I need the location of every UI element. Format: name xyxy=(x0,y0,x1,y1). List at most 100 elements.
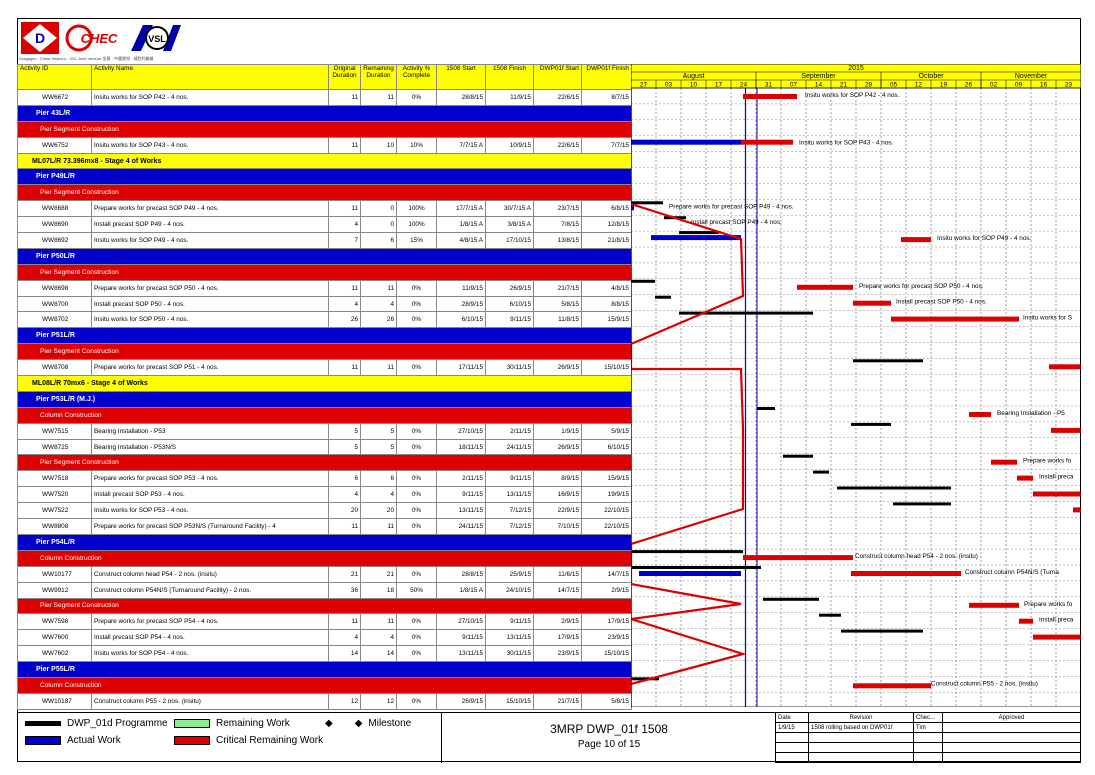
baseline-bar xyxy=(631,566,761,569)
finish-cell: 9/11/15 xyxy=(485,613,534,631)
bar-label: Prepare works for precast SOP P49 - 4 no… xyxy=(669,203,794,210)
table-row[interactable]: WW7522 Insitu works for SOP P53 - 4 nos. 2… xyxy=(17,502,632,520)
pier-band[interactable]: Pier P50L/R xyxy=(17,247,632,265)
section-band[interactable]: Pier Segment Construction xyxy=(17,597,632,615)
activity-name-cell: Prepare works for precast SOP P53 - 4 no… xyxy=(91,470,329,488)
table-row[interactable]: WW9912 Construct column P54N/S (Turnaroun… xyxy=(17,581,632,599)
remaining-duration-cell: 4 xyxy=(360,629,397,647)
section-band[interactable]: Column Construction xyxy=(17,676,632,694)
col-original-duration[interactable]: Original Duration xyxy=(328,64,361,90)
table-row[interactable]: WW8702 Insitu works for SOP P50 - 4 nos. 2… xyxy=(17,311,632,329)
remaining-duration-cell: 12 xyxy=(360,692,397,710)
percent-complete-cell: 0% xyxy=(396,518,437,535)
stage-band[interactable]: ML07L/R 73.396mx8 - Stage 4 of Works xyxy=(17,152,632,170)
actual-bar xyxy=(631,205,634,211)
pier-band[interactable]: Pier P49L/R xyxy=(17,168,632,186)
start-cell: 1/8/15 A xyxy=(436,216,486,234)
col-remaining-duration[interactable]: Remaining Duration xyxy=(360,64,397,90)
col-dwp01f-start[interactable]: DWP01f Start xyxy=(533,64,582,90)
band-label: ML07L/R 73.396mx8 - Stage 4 of Works xyxy=(17,152,632,170)
section-band[interactable]: Pier Segment Construction xyxy=(17,184,632,202)
table-row[interactable]: WW8700 Install precast SOP P50 - 4 nos. 4 4… xyxy=(17,295,632,313)
col-dwp01f-finish[interactable]: DWP01f Finish xyxy=(581,64,632,90)
activity-name-cell: Prepare works for precast SOP P50 - 4 no… xyxy=(91,279,329,297)
percent-complete-cell: 0% xyxy=(396,359,437,377)
activity-id-cell: WW8692 xyxy=(17,232,92,249)
table-row[interactable]: WW10177 Construct column head P54 - 2 nos… xyxy=(17,565,632,583)
pier-band[interactable]: Pier P51L/R xyxy=(17,327,632,345)
activity-name-cell: Construct column head P54 - 2 nos. (insi… xyxy=(91,565,329,583)
activity-name-cell: Install precast SOP P50 - 4 nos. xyxy=(91,295,329,313)
table-row[interactable]: WW8808 Prepare works for precast SOP P53N… xyxy=(17,518,632,535)
table-row[interactable]: WW7515 Bearing Installation - P53 5 5 0% 27/1… xyxy=(17,422,632,440)
activity-id-cell: WW10177 xyxy=(17,565,92,583)
bar-label: Prepare works for precast SOP P50 - 4 no… xyxy=(859,283,984,290)
dwp-finish-cell: 6/10/15 xyxy=(581,438,632,456)
col-activity-name[interactable]: Activity Name xyxy=(91,64,329,90)
percent-complete-cell: 50% xyxy=(396,581,437,599)
col-activity-id[interactable]: Activity ID xyxy=(17,64,92,90)
critical-bar xyxy=(851,571,961,576)
critical-bar xyxy=(969,602,1019,608)
section-band[interactable]: Column Construction xyxy=(17,549,632,567)
week-label: 21 xyxy=(840,82,848,89)
band-label: Pier P51L/R xyxy=(17,327,632,345)
percent-complete-cell: 0% xyxy=(396,692,437,710)
table-row[interactable]: WW10187 Construct column P55 - 2 nos. (in… xyxy=(17,692,632,710)
finish-cell: 9/11/15 xyxy=(485,470,534,488)
col-percent-complete[interactable]: Activity % Complete xyxy=(396,64,437,90)
rev-header-checked: Chec... xyxy=(913,712,943,723)
table-row[interactable]: WW7600 Install precast SOP P54 - 4 nos. 4 4… xyxy=(17,629,632,647)
start-cell: 9/11/15 xyxy=(436,629,486,647)
section-band[interactable]: Pier Segment Construction xyxy=(17,343,632,361)
dwp-start-cell: 7/10/15 xyxy=(533,518,582,535)
critical-bar xyxy=(1033,491,1081,497)
finish-cell: 25/9/15 xyxy=(485,565,534,583)
stage-band[interactable]: ML08L/R 70mx6 - Stage 4 of Works xyxy=(17,375,632,392)
dwp-finish-cell: 17/9/15 xyxy=(581,613,632,631)
table-row[interactable]: WW7520 Install precast SOP P53 - 4 nos. 4 4… xyxy=(17,486,632,504)
activity-id-cell: WW8688 xyxy=(17,200,92,218)
table-row[interactable]: WW8708 Prepare works for precast SOP P51 … xyxy=(17,359,632,377)
table-row[interactable]: WW8688 Prepare works for precast SOP P49 … xyxy=(17,200,632,218)
bar-label: Insitu works for SOP P42 - 4 nos. xyxy=(805,92,900,99)
section-band[interactable]: Column Construction xyxy=(17,406,632,424)
percent-complete-cell: 0% xyxy=(396,502,437,520)
dwp-finish-cell: 22/10/15 xyxy=(581,502,632,520)
legend-remaining: Remaining Work xyxy=(174,718,290,729)
section-band[interactable]: Pier Segment Construction xyxy=(17,454,632,472)
finish-cell: 15/10/15 xyxy=(485,692,534,710)
col-1508-finish[interactable]: 1508 Finish xyxy=(485,64,534,90)
col-1508-start[interactable]: 1508 Start xyxy=(436,64,486,90)
activity-name-cell: Bearing Installation - P53N/S xyxy=(91,438,329,456)
table-row[interactable]: WW7598 Prepare works for precast SOP P54 … xyxy=(17,613,632,631)
pier-band[interactable]: Pier P53L/R (M.J.) xyxy=(17,390,632,408)
pier-band[interactable]: Pier P54L/R xyxy=(17,533,632,551)
original-duration-cell: 6 xyxy=(328,470,361,488)
dwp-start-cell: 22/6/15 xyxy=(533,136,582,154)
milestone-icon: ◆ xyxy=(354,718,363,729)
dwp-finish-cell: 15/9/15 xyxy=(581,311,632,329)
pier-band[interactable]: Pier 43L/R xyxy=(17,104,632,122)
section-band[interactable]: Pier Segment Construction xyxy=(17,120,632,138)
percent-complete-cell: 0% xyxy=(396,613,437,631)
table-row[interactable]: WW8690 Install precast SOP P49 - 4 nos. 4 0… xyxy=(17,216,632,234)
table-row[interactable]: WW8698 Prepare works for precast SOP P50 … xyxy=(17,279,632,297)
percent-complete-cell: 100% xyxy=(396,200,437,218)
table-row[interactable]: WW8725 Bearing Installation - P53N/S 5 5 0% 1… xyxy=(17,438,632,456)
activity-name-cell: Prepare works for precast SOP P54 - 4 no… xyxy=(91,613,329,631)
critical-bar xyxy=(891,316,1019,322)
table-row[interactable]: WW7518 Prepare works for precast SOP P53 … xyxy=(17,470,632,488)
table-row[interactable]: WW6752 Insitu works for SOP P43 - 4 nos. 1… xyxy=(17,136,632,154)
original-duration-cell: 21 xyxy=(328,565,361,583)
table-row[interactable]: WW6672 Insitu works for SOP P42 - 4 nos. 1… xyxy=(17,89,632,106)
table-row[interactable]: WW8692 Insitu works for SOP P49 - 4 nos. 7… xyxy=(17,232,632,249)
critical-bar xyxy=(1049,364,1081,370)
legend: DWP_01d Programme Actual Work Remaining … xyxy=(17,712,441,763)
finish-cell: 2/11/15 xyxy=(485,422,534,440)
pier-band[interactable]: Pier P55L/R xyxy=(17,661,632,678)
finish-cell: 17/10/15 xyxy=(485,232,534,249)
section-band[interactable]: Pier Segment Construction xyxy=(17,263,632,281)
finish-cell: 13/11/15 xyxy=(485,486,534,504)
table-row[interactable]: WW7602 Insitu works for SOP P54 - 4 nos. 1… xyxy=(17,645,632,663)
